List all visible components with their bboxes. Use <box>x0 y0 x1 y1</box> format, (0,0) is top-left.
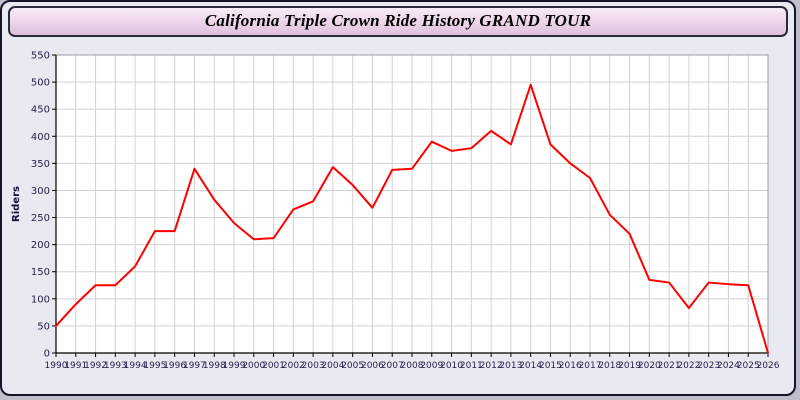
svg-text:2013: 2013 <box>499 361 522 371</box>
svg-text:150: 150 <box>31 267 50 278</box>
svg-text:450: 450 <box>31 105 50 116</box>
svg-text:2019: 2019 <box>618 361 641 371</box>
svg-text:2008: 2008 <box>401 361 424 371</box>
svg-text:1998: 1998 <box>203 361 226 371</box>
svg-text:2011: 2011 <box>460 361 483 371</box>
svg-text:2017: 2017 <box>579 361 602 371</box>
svg-text:550: 550 <box>31 51 50 62</box>
svg-text:2026: 2026 <box>757 361 780 371</box>
svg-text:2004: 2004 <box>321 361 344 371</box>
svg-text:2014: 2014 <box>519 361 542 371</box>
svg-text:2020: 2020 <box>638 361 661 371</box>
svg-text:350: 350 <box>31 159 50 170</box>
svg-text:2006: 2006 <box>361 361 384 371</box>
svg-text:2012: 2012 <box>480 361 503 371</box>
svg-text:1994: 1994 <box>124 361 147 371</box>
svg-text:500: 500 <box>31 78 50 89</box>
svg-text:400: 400 <box>31 132 50 143</box>
chart-container: 0 50 100 150 200 250 300 350 400 450 500 550 1990 199… <box>6 43 790 399</box>
svg-text:2001: 2001 <box>262 361 285 371</box>
svg-text:1999: 1999 <box>223 361 246 371</box>
svg-text:2021: 2021 <box>658 361 681 371</box>
svg-text:2018: 2018 <box>598 361 621 371</box>
svg-text:50: 50 <box>37 321 50 332</box>
svg-text:2023: 2023 <box>697 361 720 371</box>
chart-title-bar: California Triple Crown Ride History GRA… <box>8 6 788 37</box>
svg-text:1992: 1992 <box>84 361 107 371</box>
svg-text:2003: 2003 <box>302 361 325 371</box>
riders-series-line <box>55 83 769 354</box>
svg-text:0: 0 <box>44 349 50 360</box>
ride-history-line-chart: 0501001502002503003504004505005501990199… <box>11 51 780 372</box>
page-title: California Triple Crown Ride History GRA… <box>204 11 592 30</box>
svg-text:1995: 1995 <box>143 361 166 371</box>
svg-text:200: 200 <box>31 240 50 251</box>
svg-text:2015: 2015 <box>539 361 562 371</box>
svg-text:1993: 1993 <box>104 361 127 371</box>
svg-text:100: 100 <box>31 294 50 305</box>
svg-text:1997: 1997 <box>183 361 206 371</box>
y-axis-label: Riders <box>11 186 22 222</box>
svg-text:300: 300 <box>31 186 50 197</box>
svg-text:2000: 2000 <box>242 361 265 371</box>
svg-text:2010: 2010 <box>440 361 463 371</box>
svg-text:1996: 1996 <box>163 361 186 371</box>
svg-text:1991: 1991 <box>64 361 87 371</box>
svg-text:2022: 2022 <box>677 361 700 371</box>
svg-text:2025: 2025 <box>737 361 760 371</box>
svg-text:250: 250 <box>31 213 50 224</box>
svg-text:2024: 2024 <box>717 361 740 371</box>
svg-text:2005: 2005 <box>341 361 364 371</box>
svg-text:2002: 2002 <box>282 361 305 371</box>
svg-text:2016: 2016 <box>559 361 582 371</box>
svg-text:2007: 2007 <box>381 361 404 371</box>
svg-text:2009: 2009 <box>420 361 443 371</box>
svg-text:1990: 1990 <box>45 361 68 371</box>
